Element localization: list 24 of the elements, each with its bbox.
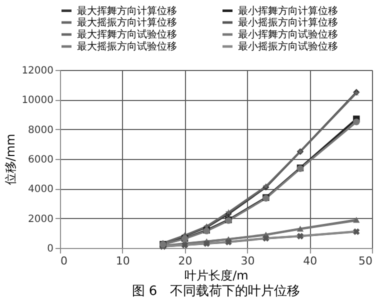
y-axis-title: 位移/mm (4, 134, 18, 186)
legend-label: 最小挥舞方向计算位移 (238, 4, 338, 17)
x-tick-label: 40 (303, 254, 318, 268)
y-tick-label: 4000 (28, 184, 54, 196)
y-tick-label: 10000 (22, 95, 54, 106)
legend-label: 最小摇振方向试验位移 (238, 40, 338, 52)
y-tick-label: 2000 (28, 214, 54, 225)
x-tick-label: 0 (60, 254, 68, 268)
legend-label: 最大挥舞方向试验位移 (77, 28, 177, 40)
y-tick-label: 12000 (22, 66, 54, 76)
x-tick-label: 10 (116, 254, 130, 268)
x-axis-title: 叶片长度/m (184, 268, 248, 282)
legend-label: 最大挥舞方向计算位移 (77, 4, 177, 17)
x-tick-label: 30 (240, 254, 255, 268)
legend-label: 最大摇振方向计算位移 (77, 16, 177, 28)
y-tick-label: 0 (47, 244, 54, 254)
text: 图 6 不同载荷下的叶片位移 (132, 284, 300, 299)
x-tick-label: 50 (358, 254, 372, 268)
x-tick-label: 20 (178, 254, 192, 268)
legend-label: 最小挥舞方向试验位移 (238, 28, 338, 40)
legend-label: 最小摇振方向计算位移 (238, 16, 338, 28)
y-tick-label: 8000 (28, 124, 54, 136)
y-tick-label: 6000 (28, 154, 54, 166)
legend-label: 最大摇振方向试验位移 (77, 40, 177, 52)
